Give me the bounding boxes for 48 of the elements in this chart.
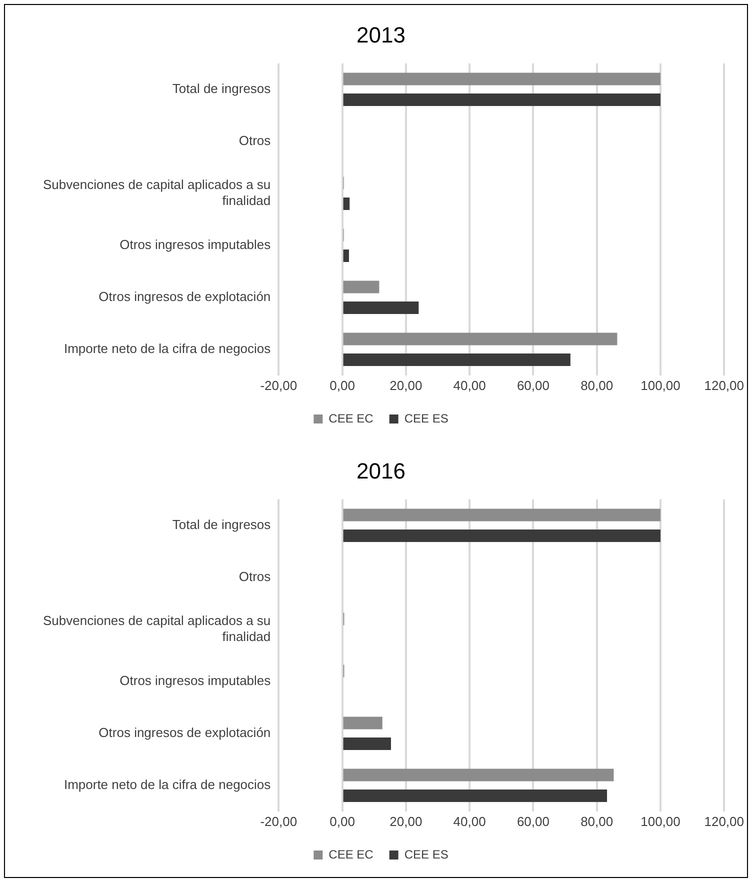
bar (343, 354, 570, 366)
legend-label: CEE ES (404, 411, 448, 426)
x-tick-label: 80,00 (580, 814, 614, 829)
bar (343, 738, 391, 750)
y-tick-label: Otros (238, 568, 272, 584)
bar (343, 530, 660, 542)
legend-label: CEE ES (404, 847, 448, 862)
x-tick-label: -20,00 (260, 814, 298, 829)
x-tick-label: 40,00 (453, 814, 486, 829)
bar (343, 250, 349, 262)
bar (343, 302, 419, 314)
x-tick-label: 0,00 (330, 814, 355, 829)
y-tick-label: Otros ingresos imputables (120, 236, 272, 252)
x-tick-label: 120,00 (704, 378, 744, 393)
bar (343, 94, 660, 106)
y-tick-label: Total de ingresos (172, 80, 272, 96)
bar (343, 508, 660, 522)
y-tick-label: Otros (238, 132, 272, 148)
bar (343, 198, 350, 210)
bar (343, 716, 382, 730)
chart-title: 2016 (356, 458, 406, 484)
x-tick-label: 120,00 (704, 814, 744, 829)
x-tick-label: 60,00 (516, 378, 550, 393)
y-tick-label: Subvenciones de capital aplicados a su finalidad (42, 177, 271, 208)
y-tick-label: Otros ingresos imputables (120, 672, 272, 688)
x-tick-label: 100,00 (640, 814, 680, 829)
y-tick-label: Subvenciones de capital aplicados a su finalidad (42, 613, 271, 644)
legend-label: CEE EC (328, 411, 374, 426)
y-tick-label: Importe neto de la cifra de negocios (64, 776, 272, 792)
bar (343, 768, 614, 782)
y-tick-label: Otros ingresos de explotación (98, 724, 271, 740)
y-tick-label: Importe neto de la cifra de negocios (64, 340, 272, 356)
bar (343, 332, 618, 346)
legend-label: CEE EC (328, 847, 374, 862)
bar (343, 790, 608, 802)
x-tick-label: 100,00 (640, 378, 680, 393)
x-tick-label: 20,00 (390, 378, 422, 393)
chart-title: 2013 (356, 22, 406, 48)
x-tick-label: 20,00 (390, 814, 422, 829)
x-tick-label: 60,00 (516, 814, 550, 829)
y-tick-label: Otros ingresos de explotación (98, 288, 271, 304)
x-tick-label: 0,00 (330, 378, 355, 393)
x-tick-label: 80,00 (580, 378, 614, 393)
x-tick-label: 40,00 (453, 378, 486, 393)
y-tick-label: Total de ingresos (172, 516, 272, 532)
bar (343, 72, 660, 86)
x-tick-label: -20,00 (260, 378, 298, 393)
bar (343, 280, 380, 294)
